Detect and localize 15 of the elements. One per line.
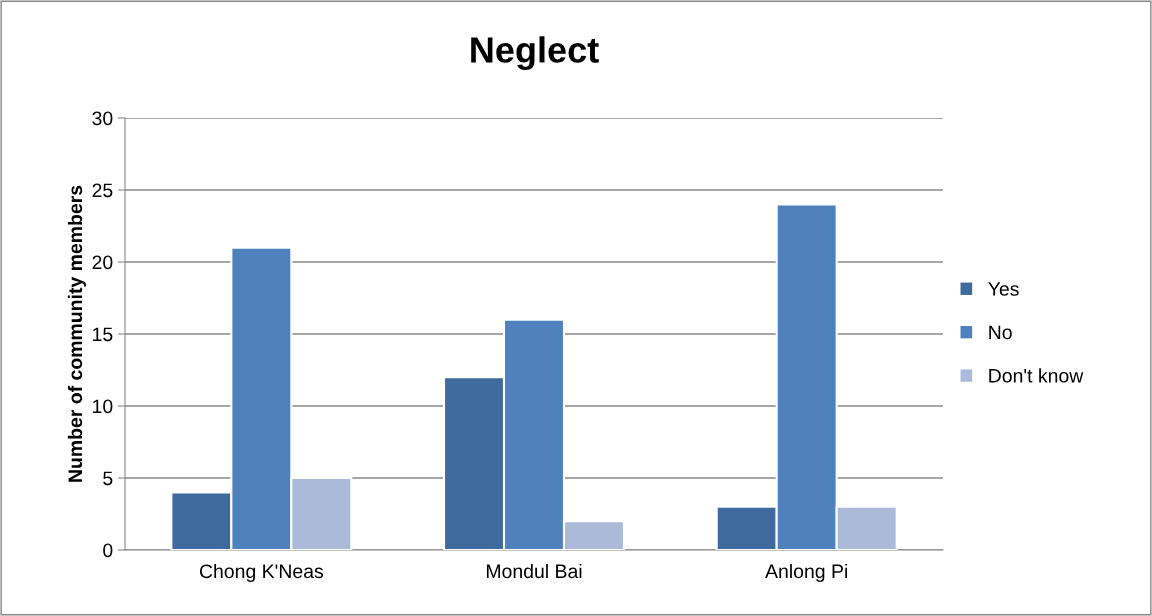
y-tick-label: 15 (93, 327, 113, 342)
x-tick-label: Chong K'Neas (199, 563, 324, 583)
legend-label: Yes (988, 282, 1019, 296)
y-tick-label: 30 (92, 111, 113, 126)
x-tick-label: Mondul Bai (486, 563, 582, 579)
x-tick-label: Anlong Pi (765, 563, 847, 583)
y-tick-label: 20 (92, 255, 113, 270)
y-tick-label: 5 (103, 471, 113, 486)
y-tick-label: 0 (103, 543, 113, 558)
legend-label: Don't know (989, 368, 1084, 383)
legend-label: No (989, 325, 1012, 340)
y-tick-label: 10 (93, 399, 113, 414)
chart-title: Neglect (471, 36, 599, 71)
y-axis-title: Number of community members (67, 185, 87, 482)
y-tick-label: 25 (92, 183, 113, 198)
